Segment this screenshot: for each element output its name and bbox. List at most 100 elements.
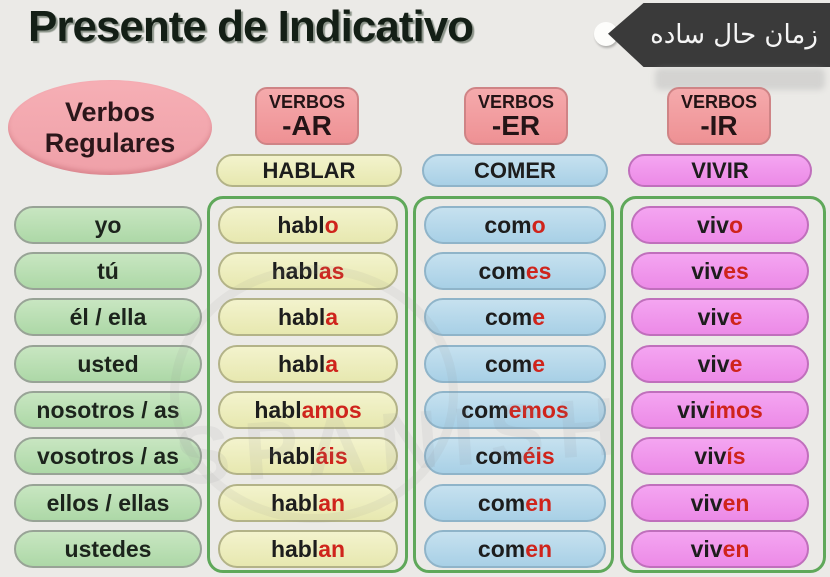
verb-stem: com — [477, 490, 526, 516]
verb-ending: e — [532, 304, 546, 330]
verb-ending: éis — [522, 443, 555, 469]
verb-stem: habl — [277, 304, 326, 330]
conjugation-ar-tu: hablas — [218, 252, 398, 290]
verb-ending: imos — [709, 397, 763, 423]
tag-shadow-smudge — [655, 68, 825, 90]
conjugation-ar-ustedes: hablan — [218, 530, 398, 568]
frame-vivir-column — [620, 196, 826, 573]
verb-stem: viv — [690, 536, 723, 562]
translation-tag-label: زمان حال ساده — [650, 20, 818, 50]
verb-ending: es — [723, 258, 749, 284]
conjugation-ir-el-ella: vive — [631, 298, 809, 336]
verb-stem: viv — [697, 351, 730, 377]
verb-ending: amos — [301, 397, 362, 423]
conjugation-er-vosotros: coméis — [424, 437, 606, 475]
verb-stem: com — [484, 304, 533, 330]
verbos-regulares-line1: Verbos — [64, 96, 156, 127]
group-header-er: VERBOS -ER — [464, 87, 568, 145]
verb-stem: habl — [270, 536, 319, 562]
group-header-ir: VERBOS -IR — [667, 87, 771, 145]
verb-ending: e — [532, 351, 546, 377]
verbos-regulares-line2: Regulares — [44, 127, 176, 158]
conjugation-ir-tu: vives — [631, 252, 809, 290]
group-header-er-suffix: -ER — [491, 109, 541, 141]
conjugation-ir-usted: vive — [631, 345, 809, 383]
pronoun-nosotros: nosotros / as — [14, 391, 202, 429]
verb-header-comer: COMER — [422, 154, 608, 187]
verb-ending: en — [722, 536, 750, 562]
verb-stem: habl — [271, 258, 319, 284]
verb-ending: an — [318, 490, 346, 516]
conjugation-ar-el-ella: habla — [218, 298, 398, 336]
conjugation-ir-ustedes: viven — [631, 530, 809, 568]
conjugation-ir-nosotros: vivimos — [631, 391, 809, 429]
verb-ending: an — [318, 536, 346, 562]
verb-stem: com — [484, 351, 533, 377]
verb-header-hablar: HABLAR — [216, 154, 402, 187]
pronoun-tu: tú — [14, 252, 202, 290]
pronoun-ustedes: ustedes — [14, 530, 202, 568]
group-header-ar: VERBOS -AR — [255, 87, 359, 145]
translation-tag: زمان حال ساده — [608, 3, 830, 67]
verb-stem: com — [475, 443, 523, 469]
verb-ending: en — [525, 536, 553, 562]
verb-stem: viv — [690, 490, 723, 516]
verb-stem: viv — [691, 258, 724, 284]
conjugation-er-ustedes: comen — [424, 530, 606, 568]
page-title: Presente de Indicativo — [28, 2, 474, 51]
conjugation-ir-ellos: viven — [631, 484, 809, 522]
verb-ending: e — [729, 304, 743, 330]
conjugation-ir-vosotros: vivís — [631, 437, 809, 475]
verb-header-vivir: VIVIR — [628, 154, 812, 187]
group-header-ir-suffix: -IR — [700, 109, 738, 141]
verbos-regulares-badge: Verbos Regulares — [8, 80, 212, 175]
conjugation-ir-yo: vivo — [631, 206, 809, 244]
verb-ending: o — [728, 212, 744, 238]
conjugation-er-tu: comes — [424, 252, 606, 290]
verb-stem: habl — [277, 351, 326, 377]
verb-ending: en — [525, 490, 553, 516]
verb-ending: o — [324, 212, 339, 238]
conjugation-er-ellos: comen — [424, 484, 606, 522]
frame-comer-column — [413, 196, 614, 573]
verb-stem: viv — [694, 443, 727, 469]
conjugation-ar-nosotros: hablamos — [218, 391, 398, 429]
group-header-er-label: VERBOS — [477, 91, 555, 112]
pronoun-el-ella: él / ella — [14, 298, 202, 336]
verb-stem: viv — [697, 304, 730, 330]
conjugation-ar-usted: habla — [218, 345, 398, 383]
conjugation-ar-ellos: hablan — [218, 484, 398, 522]
verb-ending: a — [325, 304, 339, 330]
verb-stem: viv — [677, 397, 710, 423]
conjugation-er-usted: come — [424, 345, 606, 383]
pronoun-yo: yo — [14, 206, 202, 244]
verb-stem: habl — [268, 443, 316, 469]
verb-ending: es — [525, 258, 552, 284]
verb-stem: habl — [277, 212, 325, 238]
conjugation-er-el-ella: come — [424, 298, 606, 336]
verb-ending: en — [722, 490, 750, 516]
verb-stem: com — [478, 258, 526, 284]
verb-ending: ís — [726, 443, 746, 469]
pronoun-ellos-ellas: ellos / ellas — [14, 484, 202, 522]
verb-stem: habl — [254, 397, 302, 423]
conjugation-ar-vosotros: habláis — [218, 437, 398, 475]
conjugation-ar-yo: hablo — [218, 206, 398, 244]
pronoun-usted: usted — [14, 345, 202, 383]
verb-ending: as — [318, 258, 345, 284]
verb-ending: e — [729, 351, 743, 377]
verb-stem: habl — [270, 490, 319, 516]
group-header-ar-label: VERBOS — [268, 91, 346, 112]
group-header-ir-label: VERBOS — [680, 91, 758, 112]
verb-stem: com — [461, 397, 509, 423]
conjugation-er-yo: como — [424, 206, 606, 244]
verb-ending: áis — [315, 443, 348, 469]
frame-hablar-column — [207, 196, 408, 573]
verb-stem: com — [477, 536, 526, 562]
pronoun-vosotros: vosotros / as — [14, 437, 202, 475]
verb-stem: viv — [696, 212, 729, 238]
verb-ending: o — [531, 212, 546, 238]
verb-ending: emos — [508, 397, 569, 423]
verb-ending: a — [325, 351, 339, 377]
